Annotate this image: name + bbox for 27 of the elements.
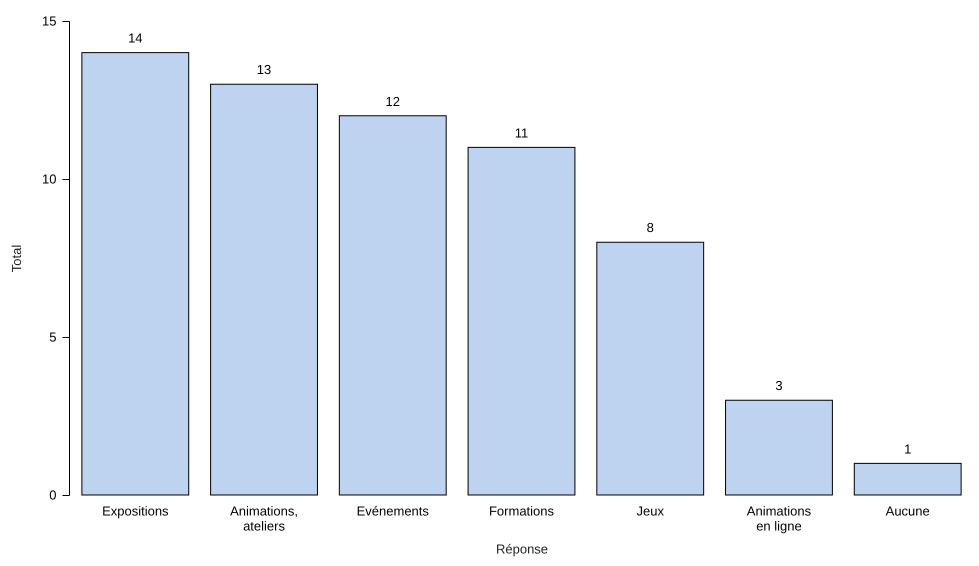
x-axis-title: Réponse xyxy=(496,542,548,556)
y-tick-label: 10 xyxy=(42,172,56,186)
y-tick-label: 15 xyxy=(42,14,56,28)
data-label: 1 xyxy=(904,441,912,456)
y-tick-label: 5 xyxy=(49,330,56,344)
bar xyxy=(468,146,576,496)
data-label: 8 xyxy=(646,220,654,236)
x-tick-label: Expositions xyxy=(102,504,170,518)
bar xyxy=(854,462,962,496)
data-label: 11 xyxy=(514,125,528,140)
x-tick-label: Jeux xyxy=(636,504,664,518)
x-tick-label: Evénements xyxy=(356,504,430,518)
x-tick-label: Aucune xyxy=(886,504,930,518)
x-tick-label: Animations, ateliers xyxy=(230,504,298,534)
bar xyxy=(210,84,318,496)
bar xyxy=(596,242,704,496)
data-label: 12 xyxy=(386,94,400,109)
data-label: 14 xyxy=(128,30,143,46)
bar xyxy=(81,52,190,496)
y-axis-title: Total xyxy=(9,244,24,272)
bar xyxy=(338,115,447,496)
y-tick-label: 0 xyxy=(49,488,56,502)
data-label: 13 xyxy=(256,62,272,78)
x-tick-label: Animations en ligne xyxy=(746,504,812,534)
data-label: 3 xyxy=(775,378,783,394)
x-tick-label: Formations xyxy=(488,504,555,518)
bar xyxy=(725,400,833,496)
